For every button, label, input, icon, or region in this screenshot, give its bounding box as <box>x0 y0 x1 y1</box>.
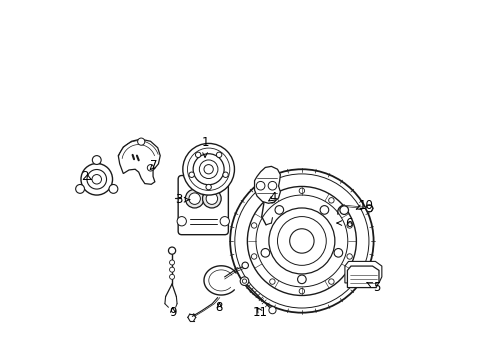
Polygon shape <box>344 261 381 283</box>
Text: 5: 5 <box>366 281 380 294</box>
Circle shape <box>240 277 248 285</box>
Circle shape <box>168 247 175 254</box>
Circle shape <box>206 193 217 204</box>
Polygon shape <box>254 166 280 203</box>
Text: 7: 7 <box>150 159 158 172</box>
Circle shape <box>230 169 373 313</box>
Text: 11: 11 <box>253 306 267 319</box>
Circle shape <box>169 274 174 279</box>
Circle shape <box>109 184 118 193</box>
Circle shape <box>223 172 228 177</box>
Circle shape <box>328 279 333 284</box>
Text: 4: 4 <box>268 192 276 204</box>
Text: 8: 8 <box>215 301 223 314</box>
Circle shape <box>299 188 304 193</box>
Circle shape <box>169 260 174 265</box>
Circle shape <box>261 248 269 257</box>
Circle shape <box>242 279 246 283</box>
Circle shape <box>183 143 234 195</box>
Circle shape <box>267 181 276 190</box>
Circle shape <box>365 205 372 212</box>
Circle shape <box>188 172 194 177</box>
Text: 2: 2 <box>81 170 91 183</box>
Circle shape <box>92 175 102 184</box>
Circle shape <box>320 206 328 214</box>
Circle shape <box>247 186 356 296</box>
Circle shape <box>220 217 229 226</box>
Circle shape <box>193 154 224 185</box>
Circle shape <box>297 275 305 284</box>
Polygon shape <box>118 139 160 184</box>
Circle shape <box>333 248 342 257</box>
Circle shape <box>195 152 201 158</box>
Circle shape <box>76 184 84 193</box>
Circle shape <box>169 267 174 272</box>
Text: 9: 9 <box>169 306 176 319</box>
Circle shape <box>177 217 186 226</box>
FancyBboxPatch shape <box>178 176 228 235</box>
Text: 3: 3 <box>175 193 189 206</box>
Circle shape <box>299 288 304 294</box>
Circle shape <box>268 208 334 274</box>
Circle shape <box>137 138 144 145</box>
Text: 10: 10 <box>355 199 373 212</box>
Circle shape <box>268 307 276 314</box>
Circle shape <box>92 156 101 165</box>
Circle shape <box>328 198 333 203</box>
Circle shape <box>203 165 213 174</box>
Circle shape <box>251 223 256 228</box>
Circle shape <box>211 183 217 188</box>
Circle shape <box>256 181 264 190</box>
Circle shape <box>274 206 283 214</box>
Circle shape <box>269 279 275 284</box>
Text: 1: 1 <box>201 136 208 157</box>
Circle shape <box>202 189 221 208</box>
Circle shape <box>216 152 222 158</box>
Circle shape <box>339 206 348 215</box>
Circle shape <box>242 262 248 269</box>
Circle shape <box>147 165 153 171</box>
Circle shape <box>251 254 256 259</box>
Circle shape <box>346 223 352 228</box>
Text: 6: 6 <box>336 216 351 230</box>
Polygon shape <box>346 266 378 288</box>
Circle shape <box>81 163 112 195</box>
Circle shape <box>185 189 203 208</box>
Circle shape <box>188 193 200 204</box>
Circle shape <box>289 229 313 253</box>
Circle shape <box>269 198 275 203</box>
Circle shape <box>205 184 211 190</box>
Circle shape <box>346 254 352 259</box>
